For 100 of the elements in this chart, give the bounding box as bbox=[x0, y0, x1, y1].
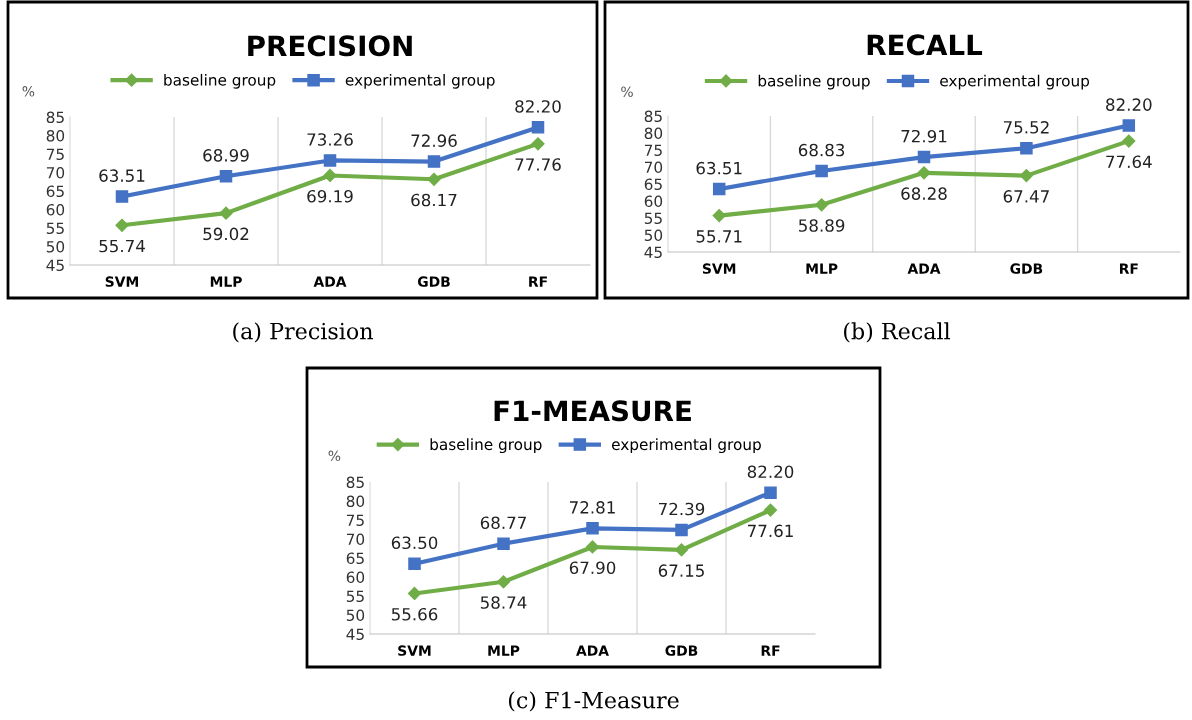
point bbox=[408, 557, 421, 570]
data-label: 77.76 bbox=[515, 158, 561, 171]
y-tick-label: 50 bbox=[46, 240, 65, 253]
point bbox=[1019, 169, 1033, 183]
data-label: 55.66 bbox=[391, 607, 438, 621]
point bbox=[496, 575, 511, 589]
y-tick-label: 80 bbox=[46, 129, 65, 142]
point bbox=[815, 164, 828, 178]
x-tick-label: ADA bbox=[313, 276, 347, 287]
text: (b) Recall bbox=[844, 322, 951, 343]
x-tick-label: RF bbox=[761, 645, 780, 656]
y-tick-label: 55 bbox=[346, 590, 364, 603]
y-tick-label: 85 bbox=[346, 476, 364, 489]
point bbox=[1020, 141, 1033, 155]
y-tick-label: 60 bbox=[346, 571, 365, 584]
data-label: 75.52 bbox=[1003, 121, 1049, 134]
data-label: 82.20 bbox=[1106, 98, 1152, 111]
point bbox=[917, 150, 931, 164]
y-tick-label: 45 bbox=[346, 628, 364, 641]
point bbox=[531, 137, 545, 151]
point bbox=[675, 523, 688, 537]
y-tick-label: 75 bbox=[46, 148, 64, 161]
x-tick-label: RF bbox=[1119, 263, 1138, 274]
data-label: 63.51 bbox=[99, 169, 145, 182]
y-axis-title: % bbox=[328, 450, 341, 462]
text: (a) Precision bbox=[233, 322, 373, 343]
data-label: 72.81 bbox=[570, 501, 615, 514]
y-tick-label: 80 bbox=[346, 495, 365, 508]
point bbox=[712, 208, 726, 223]
y-tick-label: 55 bbox=[46, 222, 64, 235]
legend-label: baseline group bbox=[758, 74, 870, 90]
legend-label: baseline group bbox=[430, 438, 542, 454]
data-label: 55.71 bbox=[696, 230, 742, 243]
x-tick-label: GDB bbox=[665, 645, 698, 656]
x-tick-label: SVM bbox=[105, 276, 138, 287]
data-label: 58.89 bbox=[799, 219, 845, 232]
x-tick-label: MLP bbox=[488, 645, 520, 656]
point bbox=[497, 537, 510, 550]
chart-title: PRECISION bbox=[248, 35, 412, 57]
point bbox=[219, 169, 233, 183]
point bbox=[219, 206, 233, 220]
y-tick-label: 70 bbox=[346, 533, 365, 546]
point bbox=[427, 172, 441, 186]
point bbox=[531, 121, 545, 134]
point bbox=[115, 218, 129, 232]
data-label: 77.64 bbox=[1106, 155, 1152, 169]
x-tick-label: RF bbox=[529, 276, 547, 287]
point bbox=[427, 155, 441, 168]
legend-label: experimental group bbox=[611, 438, 761, 454]
data-label: 67.90 bbox=[569, 561, 616, 575]
data-label: 59.02 bbox=[203, 227, 249, 241]
data-label: 67.47 bbox=[1003, 190, 1049, 203]
y-tick-label: 85 bbox=[46, 111, 64, 124]
point bbox=[407, 586, 422, 601]
point bbox=[674, 543, 689, 557]
data-label: 72.39 bbox=[659, 502, 705, 516]
y-tick-label: 60 bbox=[644, 195, 663, 208]
y-tick-label: 65 bbox=[644, 178, 662, 191]
y-tick-label: 45 bbox=[644, 246, 662, 259]
data-label: 67.15 bbox=[658, 564, 704, 577]
data-label: 68.77 bbox=[480, 516, 526, 530]
x-tick-label: ADA bbox=[576, 645, 609, 656]
data-label: 68.17 bbox=[411, 193, 457, 207]
data-label: 58.74 bbox=[480, 596, 527, 609]
y-tick-label: 75 bbox=[644, 144, 662, 157]
legend-label: experimental group bbox=[940, 74, 1090, 90]
x-tick-label: SVM bbox=[398, 645, 431, 656]
y-tick-label: 50 bbox=[644, 229, 663, 242]
y-tick-label: 65 bbox=[346, 552, 364, 565]
point bbox=[323, 168, 337, 183]
point bbox=[815, 198, 829, 212]
data-label: 72.96 bbox=[411, 134, 457, 147]
y-axis-title: % bbox=[621, 86, 633, 97]
text: (c) F1-Measure bbox=[508, 691, 679, 712]
y-tick-label: 65 bbox=[46, 185, 64, 198]
x-tick-label: GDB bbox=[417, 276, 450, 287]
data-label: 68.83 bbox=[798, 143, 845, 157]
data-label: 68.28 bbox=[901, 187, 947, 200]
point bbox=[115, 190, 129, 203]
y-tick-label: 55 bbox=[644, 212, 662, 225]
data-label: 82.20 bbox=[747, 465, 794, 479]
data-label: 69.19 bbox=[307, 189, 353, 203]
data-label: 63.51 bbox=[696, 161, 742, 175]
data-label: 77.61 bbox=[748, 524, 793, 538]
legend-label: baseline group bbox=[164, 73, 276, 89]
x-tick-label: MLP bbox=[806, 263, 838, 274]
point bbox=[323, 154, 337, 167]
y-tick-label: 70 bbox=[644, 161, 663, 174]
chart-title: F1-MEASURE bbox=[494, 400, 691, 422]
chart-title: RECALL bbox=[867, 34, 983, 56]
data-label: 73.26 bbox=[307, 133, 353, 146]
point bbox=[1122, 134, 1136, 148]
point bbox=[712, 182, 726, 196]
x-tick-label: MLP bbox=[210, 276, 242, 287]
y-axis-title: % bbox=[22, 86, 35, 97]
legend-label: experimental group bbox=[345, 73, 495, 89]
point bbox=[764, 486, 777, 499]
point bbox=[763, 503, 778, 517]
data-label: 82.20 bbox=[515, 100, 561, 113]
x-tick-label: SVM bbox=[702, 263, 736, 274]
